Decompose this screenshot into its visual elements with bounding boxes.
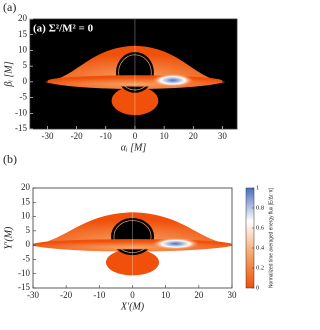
y-axis-label: Y′(M) [3, 226, 14, 249]
y-tick-label: 20 [21, 182, 31, 192]
image [33, 188, 232, 288]
y-axis-label: βᵢ [M] [3, 61, 14, 87]
x-tick-label: -20 [60, 290, 72, 300]
x-tick-label: 20 [194, 290, 204, 300]
panel-label: (a) [3, 0, 16, 14]
x-tick-label: -10 [100, 131, 112, 141]
y-tick-label: 5 [23, 60, 28, 70]
y-tick-label: -5 [23, 253, 31, 263]
x-tick-label: 10 [161, 290, 171, 300]
y-tick-label: 20 [18, 13, 28, 23]
y-tick-label: -5 [20, 92, 28, 102]
y-tick-label: -15 [18, 282, 30, 292]
x-tick-label: 0 [133, 131, 138, 141]
colorbar [245, 187, 255, 289]
image [30, 19, 237, 129]
y-tick-label: 0 [23, 76, 28, 86]
y-tick-label: 15 [21, 196, 31, 206]
colorbar-tick-label: 0.2 [256, 264, 264, 271]
x-axis-label: X′(M) [120, 301, 145, 312]
frame [29, 18, 238, 130]
colorbar-tick-label: 0 [256, 284, 259, 291]
x-tick-label: 30 [228, 290, 238, 300]
y-tick-label: 0 [26, 239, 31, 249]
x-tick-label: -10 [93, 290, 105, 300]
colorbar-tick-label: 0.4 [256, 244, 265, 251]
x-axis-label: αᵢ [M] [121, 142, 147, 153]
x-tick-label: -30 [27, 290, 39, 300]
x-tick-label: -20 [71, 131, 83, 141]
colorbar-tick-label: 0.8 [256, 204, 264, 211]
colorbar-label: Normalized time averaged energy flux [E/… [268, 187, 274, 288]
x-tick-label: 30 [218, 131, 228, 141]
x-tick-label: 0 [130, 290, 135, 300]
x-tick-label: 20 [189, 131, 199, 141]
y-tick-label: 15 [18, 29, 28, 39]
hot-spot [152, 238, 199, 250]
x-tick-label: -30 [41, 131, 53, 141]
y-tick-label: 10 [18, 44, 28, 54]
panel-label: (b) [3, 152, 17, 166]
colorbar-tick-label: 1 [256, 184, 259, 191]
annotation: (a) Σ²/M² = 0 [33, 23, 94, 35]
y-tick-label: -10 [18, 268, 30, 278]
y-tick-label: -10 [15, 107, 27, 117]
colorbar-tick-label: 0.6 [256, 224, 265, 231]
y-tick-label: 10 [21, 211, 31, 221]
x-tick-label: 10 [160, 131, 170, 141]
y-tick-label: -15 [15, 123, 27, 133]
hot-spot [152, 74, 194, 87]
y-tick-label: 5 [26, 225, 31, 235]
